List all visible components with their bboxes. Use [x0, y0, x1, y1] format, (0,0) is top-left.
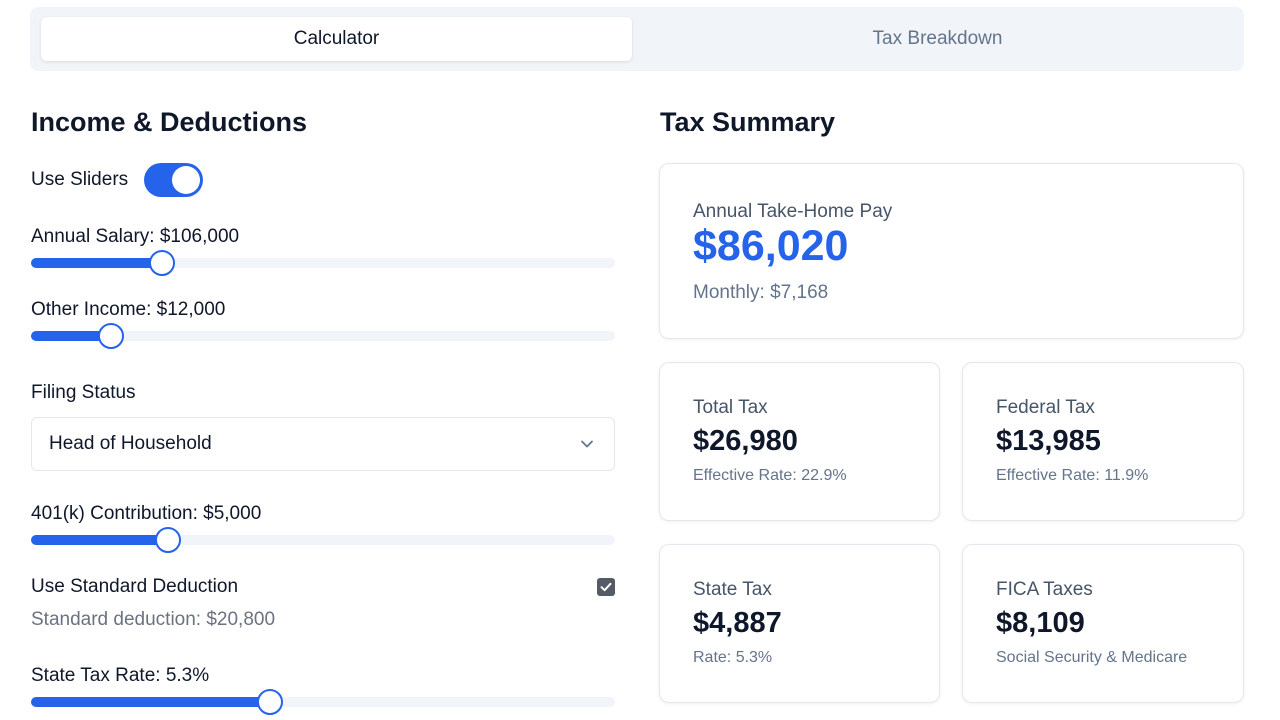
fica-card: FICA Taxes $8,109 Social Security & Medi…	[962, 544, 1244, 703]
monthly-pay: Monthly: $7,168	[693, 282, 829, 303]
annual-salary-slider[interactable]	[31, 250, 615, 276]
tax-summary-heading: Tax Summary	[660, 107, 836, 137]
take-home-value: $86,020	[693, 222, 849, 270]
standard-deduction-note: Standard deduction: $20,800	[31, 609, 276, 630]
take-home-label: Annual Take-Home Pay	[693, 201, 893, 222]
other-income-slider[interactable]	[31, 323, 615, 349]
toggle-knob	[172, 166, 200, 194]
take-home-card: Annual Take-Home Pay $86,020 Monthly: $7…	[659, 163, 1244, 339]
federal-tax-value: $13,985	[996, 425, 1101, 457]
tab-list: Calculator Tax Breakdown	[30, 7, 1244, 71]
fica-label: FICA Taxes	[996, 579, 1093, 600]
filing-status-label: Filing Status	[31, 382, 136, 403]
annual-salary-label: Annual Salary: $106,000	[31, 226, 240, 247]
slider-fill	[31, 331, 111, 341]
use-sliders-toggle[interactable]	[144, 163, 203, 197]
slider-track	[31, 697, 615, 707]
slider-track	[31, 331, 615, 341]
total-tax-label: Total Tax	[693, 397, 768, 418]
total-tax-card: Total Tax $26,980 Effective Rate: 22.9%	[659, 362, 940, 521]
use-sliders-label: Use Sliders	[31, 169, 129, 190]
fica-value: $8,109	[996, 607, 1085, 639]
filing-status-select[interactable]: Head of Household	[31, 417, 615, 471]
tab-calculator[interactable]: Calculator	[41, 17, 632, 61]
k401-slider[interactable]	[31, 527, 615, 553]
slider-thumb[interactable]	[257, 689, 284, 715]
state-tax-card: State Tax $4,887 Rate: 5.3%	[659, 544, 940, 703]
slider-thumb[interactable]	[149, 250, 176, 276]
chevron-down-icon	[581, 440, 593, 448]
filing-status-value: Head of Household	[49, 433, 212, 454]
check-icon	[600, 582, 612, 592]
slider-fill	[31, 697, 271, 707]
standard-deduction-checkbox[interactable]	[597, 578, 615, 596]
state-tax-rate: Rate: 5.3%	[693, 649, 773, 666]
total-tax-value: $26,980	[693, 425, 798, 457]
k401-label: 401(k) Contribution: $5,000	[31, 503, 262, 524]
slider-thumb[interactable]	[155, 527, 182, 553]
federal-tax-card: Federal Tax $13,985 Effective Rate: 11.9…	[962, 362, 1244, 521]
slider-thumb[interactable]	[98, 323, 124, 349]
income-deductions-heading: Income & Deductions	[31, 107, 308, 137]
federal-tax-rate: Effective Rate: 11.9%	[996, 467, 1149, 484]
federal-tax-label: Federal Tax	[996, 397, 1095, 418]
total-tax-rate: Effective Rate: 22.9%	[693, 467, 847, 484]
state-tax-rate-slider[interactable]	[31, 689, 615, 715]
state-tax-label: State Tax	[693, 579, 772, 600]
fica-note: Social Security & Medicare	[996, 649, 1188, 666]
slider-fill	[31, 258, 163, 268]
standard-deduction-label: Use Standard Deduction	[31, 576, 239, 597]
tab-tax-breakdown[interactable]: Tax Breakdown	[872, 28, 1003, 49]
slider-track	[31, 258, 615, 268]
state-tax-rate-label: State Tax Rate: 5.3%	[31, 665, 210, 686]
slider-fill	[31, 535, 169, 545]
slider-track	[31, 535, 615, 545]
other-income-label: Other Income: $12,000	[31, 299, 226, 320]
state-tax-value: $4,887	[693, 607, 782, 639]
